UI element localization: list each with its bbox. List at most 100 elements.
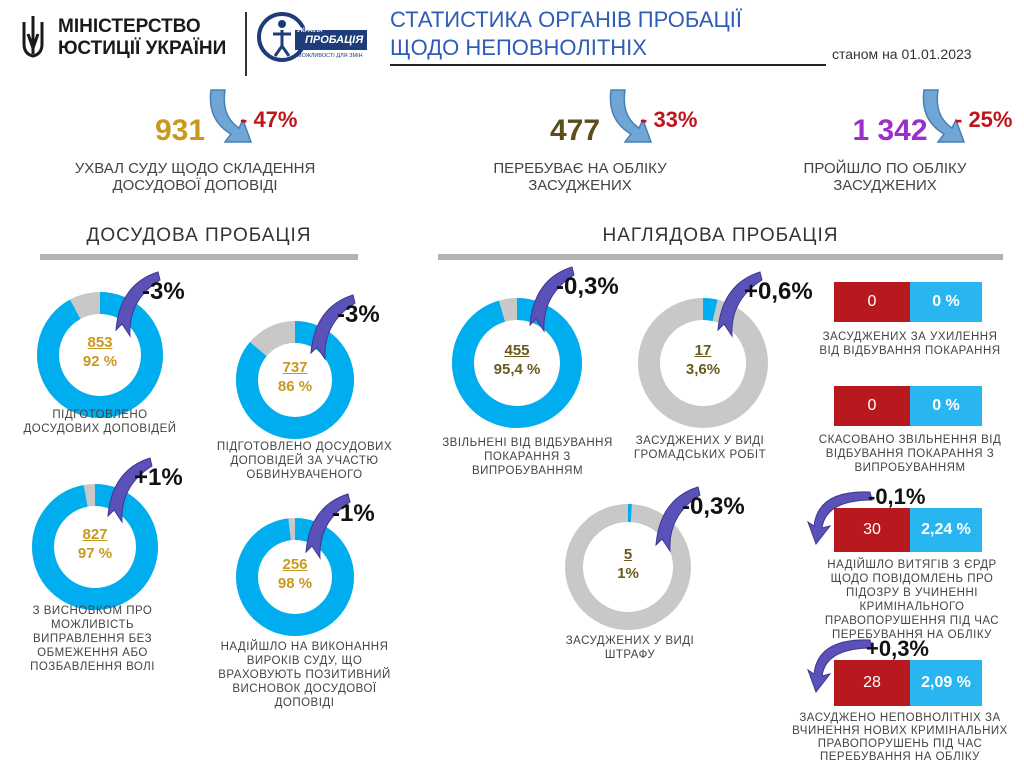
- section-bar-pretrial: [40, 254, 358, 260]
- probation-logo-text3: МОЖЛИВОСТІ ДЛЯ ЗМІН: [297, 53, 363, 59]
- donut-label: ЗАСУДЖЕНИХ У ВИДІ ГРОМАДСЬКИХ РОБІТ: [633, 435, 767, 461]
- kpi-caption-line2: ЗАСУДЖЕНИХ: [528, 177, 632, 194]
- donut-value-arc: [565, 504, 691, 630]
- donut-value-arc: [236, 518, 354, 636]
- kpi-value: 1 342: [852, 114, 928, 147]
- probation-logo-text1: УКРАЇНА: [297, 28, 323, 34]
- change-arrow-icon: [716, 270, 766, 345]
- stat-box-change: +0,3%: [866, 636, 929, 661]
- page-title: СТАТИСТИКА ОРГАНІВ ПРОБАЦІЇ ЩОДО НЕПОВНО…: [390, 6, 742, 62]
- kpi-caption: УХВАЛ СУДУ ЩОДО СКЛАДЕННЯ ДОСУДОВОЇ ДОПО…: [40, 160, 350, 194]
- kpi-caption: ПЕРЕБУВАЄ НА ОБЛІКУ ЗАСУДЖЕНИХ: [450, 160, 710, 194]
- section-title-supervision: НАГЛЯДОВА ПРОБАЦІЯ: [602, 225, 839, 246]
- donut-center-value: 5 1%: [588, 545, 668, 583]
- kpi-caption-line1: ПРОЙШЛО ПО ОБЛІКУ: [803, 160, 967, 177]
- change-arrow-icon: [114, 270, 164, 345]
- donut-label: ПІДГОТОВЛЕНО ДОСУДОВИХ ДОПОВІДЕЙ: [23, 409, 177, 435]
- donut-center-value: 737 86 %: [255, 358, 335, 396]
- donut-svg: [638, 298, 768, 428]
- change-arrow-icon: [528, 265, 578, 340]
- stat-box-percent: 0 %: [910, 282, 982, 322]
- donut-chart: [221, 306, 369, 454]
- donut-center-value: 17 3,6%: [663, 341, 743, 379]
- donut-chart: [623, 283, 783, 443]
- kpi-caption-line1: УХВАЛ СУДУ ЩОДО СКЛАДЕННЯ: [74, 160, 316, 177]
- ministry-name: МІНІСТЕРСТВО ЮСТИЦІЇ УКРАЇНИ: [58, 16, 226, 60]
- probation-logo: УКРАЇНА ПРОБАЦІЯ МОЖЛИВОСТІ ДЛЯ ЗМІН: [255, 12, 370, 67]
- donut-number: 827: [82, 526, 108, 543]
- stat-box-label: ЗАСУДЖЕНО НЕПОВНОЛІТНІХ ЗА ВЧИНЕННЯ НОВИ…: [792, 712, 1008, 763]
- stat-box-count: 0: [834, 282, 910, 322]
- stat-box-count: 0: [834, 386, 910, 426]
- donut-label: ЗВІЛЬНЕНІ ВІД ВІДБУВАННЯ ПОКАРАННЯ З ВИП…: [442, 437, 613, 477]
- donut-number: 737: [282, 359, 308, 376]
- section-bar-supervision: [438, 254, 1003, 260]
- donut-change: +1%: [134, 464, 183, 491]
- donut-percent: 92 %: [82, 353, 118, 370]
- title-underline: [390, 64, 826, 66]
- donut-svg: [37, 292, 163, 418]
- donut-percent: 3,6%: [685, 361, 721, 378]
- donut-label: З ВИСНОВКОМ ПРО МОЖЛИВІСТЬ ВИПРАВЛЕННЯ Б…: [30, 605, 155, 673]
- donut-percent: 1%: [617, 565, 639, 582]
- change-arrow-icon: [106, 456, 156, 531]
- donut-label: ЗАСУДЖЕНИХ У ВИДІ ШТРАФУ: [565, 635, 695, 661]
- donut-change: +0,6%: [744, 278, 813, 305]
- donut-change: -0,3%: [556, 273, 619, 300]
- stat-box-change: -0,1%: [868, 484, 926, 509]
- kpi-arrow-icon: [918, 86, 973, 148]
- ministry-line1: МІНІСТЕРСТВО: [58, 16, 201, 37]
- kpi-change: - 25%: [955, 107, 1013, 132]
- box-arrow-icon: [806, 486, 876, 546]
- stat-box-percent: 2,09 %: [910, 660, 982, 706]
- kpi-arrow-icon: [205, 86, 260, 148]
- stat-box-label: НАДІЙШЛО ВИТЯГІВ З ЄРДР ЩОДО ПОВІДОМЛЕНЬ…: [824, 559, 1000, 641]
- kpi-caption-line2: ДОСУДОВОЇ ДОПОВІДІ: [112, 177, 278, 194]
- stat-box-percent: 2,24 %: [910, 508, 982, 552]
- kpi-caption: ПРОЙШЛО ПО ОБЛІКУ ЗАСУДЖЕНИХ: [770, 160, 1000, 194]
- donut-number: 853: [87, 334, 113, 351]
- kpi-value: 931: [154, 114, 206, 147]
- donut-number: 455: [504, 342, 530, 359]
- donut-svg: [236, 321, 354, 439]
- kpi-change: - 47%: [240, 107, 298, 132]
- section-title-pretrial: ДОСУДОВА ПРОБАЦІЯ: [86, 225, 312, 246]
- donut-value-arc: [32, 484, 158, 610]
- donut-number: 17: [694, 342, 712, 359]
- change-arrow-icon: [304, 492, 354, 567]
- donut-number: 256: [282, 556, 308, 573]
- title-line1: СТАТИСТИКА ОРГАНІВ ПРОБАЦІЇ: [390, 7, 743, 32]
- kpi-change: - 33%: [640, 107, 698, 132]
- kpi-value: 477: [549, 114, 601, 147]
- donut-percent: 98 %: [277, 575, 313, 592]
- header-divider: [245, 12, 247, 76]
- donut-svg: [236, 518, 354, 636]
- donut-value-arc: [236, 321, 354, 439]
- donut-center-value: 256 98 %: [255, 555, 335, 593]
- donut-svg: [452, 298, 582, 428]
- donut-center-value: 455 95,4 %: [477, 341, 557, 379]
- stat-box-count: 30: [834, 508, 910, 552]
- donut-chart: [22, 277, 178, 433]
- probation-logo-text2: ПРОБАЦІЯ: [305, 34, 364, 46]
- donut-number: 5: [623, 546, 633, 563]
- donut-percent: 97 %: [77, 545, 113, 562]
- donut-svg: [32, 484, 158, 610]
- stat-box-label: СКАСОВАНО ЗВІЛЬНЕННЯ ВІД ВІДБУВАННЯ ПОКА…: [818, 434, 1002, 474]
- stat-box-label: ЗАСУДЖЕНИХ ЗА УХИЛЕННЯ ВІД ВІДБУВАННЯ ПО…: [819, 331, 1001, 357]
- kpi-caption-line1: ПЕРЕБУВАЄ НА ОБЛІКУ: [493, 160, 667, 177]
- donut-center-value: 853 92 %: [60, 333, 140, 371]
- kpi-arrow-icon: [605, 86, 660, 148]
- donut-percent: 86 %: [277, 378, 313, 395]
- stat-box-percent: 0 %: [910, 386, 982, 426]
- donut-change: -1%: [332, 500, 375, 527]
- stat-box-count: 28: [834, 660, 910, 706]
- donut-value-arc: [452, 298, 582, 428]
- ministry-emblem-icon: [18, 14, 48, 60]
- donut-chart: [437, 283, 597, 443]
- donut-center-value: 827 97 %: [55, 525, 135, 563]
- as-of-date: станом на 01.01.2023: [832, 46, 972, 62]
- donut-chart: [17, 469, 173, 625]
- donut-chart: [552, 491, 704, 643]
- donut-svg: [565, 504, 691, 630]
